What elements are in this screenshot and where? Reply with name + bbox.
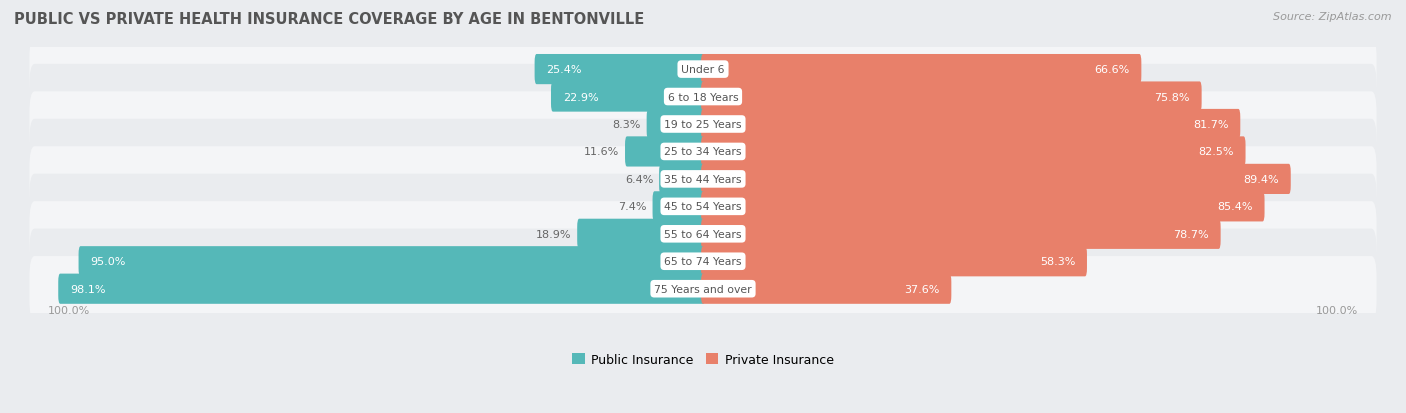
FancyBboxPatch shape (30, 37, 1376, 102)
FancyBboxPatch shape (534, 55, 704, 85)
Text: Source: ZipAtlas.com: Source: ZipAtlas.com (1274, 12, 1392, 22)
FancyBboxPatch shape (647, 109, 704, 140)
FancyBboxPatch shape (30, 147, 1376, 212)
Text: 6.4%: 6.4% (624, 174, 654, 185)
Text: 22.9%: 22.9% (562, 93, 599, 102)
Text: 11.6%: 11.6% (583, 147, 619, 157)
FancyBboxPatch shape (58, 274, 704, 304)
Text: 82.5%: 82.5% (1198, 147, 1233, 157)
Text: 25 to 34 Years: 25 to 34 Years (664, 147, 742, 157)
FancyBboxPatch shape (30, 229, 1376, 294)
Text: 7.4%: 7.4% (619, 202, 647, 212)
Text: 100.0%: 100.0% (48, 305, 90, 316)
FancyBboxPatch shape (702, 109, 1240, 140)
Text: 78.7%: 78.7% (1173, 229, 1209, 239)
FancyBboxPatch shape (702, 164, 1291, 195)
Text: 25.4%: 25.4% (547, 65, 582, 75)
FancyBboxPatch shape (79, 247, 704, 277)
Text: 98.1%: 98.1% (70, 284, 105, 294)
FancyBboxPatch shape (702, 219, 1220, 249)
FancyBboxPatch shape (626, 137, 704, 167)
Text: 18.9%: 18.9% (536, 229, 571, 239)
FancyBboxPatch shape (30, 256, 1376, 322)
Text: 100.0%: 100.0% (1316, 305, 1358, 316)
Text: Under 6: Under 6 (682, 65, 724, 75)
Text: 6 to 18 Years: 6 to 18 Years (668, 93, 738, 102)
Text: 58.3%: 58.3% (1040, 256, 1076, 267)
FancyBboxPatch shape (30, 174, 1376, 240)
FancyBboxPatch shape (702, 55, 1142, 85)
FancyBboxPatch shape (702, 247, 1087, 277)
Text: 37.6%: 37.6% (904, 284, 939, 294)
Text: 85.4%: 85.4% (1218, 202, 1253, 212)
Text: 95.0%: 95.0% (90, 256, 125, 267)
FancyBboxPatch shape (702, 82, 1202, 112)
FancyBboxPatch shape (30, 92, 1376, 157)
Text: 66.6%: 66.6% (1094, 65, 1129, 75)
FancyBboxPatch shape (702, 274, 952, 304)
FancyBboxPatch shape (702, 192, 1264, 222)
FancyBboxPatch shape (578, 219, 704, 249)
FancyBboxPatch shape (30, 65, 1376, 130)
Text: 81.7%: 81.7% (1194, 120, 1229, 130)
FancyBboxPatch shape (30, 202, 1376, 267)
Text: 55 to 64 Years: 55 to 64 Years (664, 229, 742, 239)
FancyBboxPatch shape (30, 119, 1376, 185)
Text: 75 Years and over: 75 Years and over (654, 284, 752, 294)
FancyBboxPatch shape (702, 137, 1246, 167)
Text: 89.4%: 89.4% (1243, 174, 1279, 185)
Text: PUBLIC VS PRIVATE HEALTH INSURANCE COVERAGE BY AGE IN BENTONVILLE: PUBLIC VS PRIVATE HEALTH INSURANCE COVER… (14, 12, 644, 27)
Text: 45 to 54 Years: 45 to 54 Years (664, 202, 742, 212)
Text: 8.3%: 8.3% (613, 120, 641, 130)
FancyBboxPatch shape (659, 164, 704, 195)
Text: 19 to 25 Years: 19 to 25 Years (664, 120, 742, 130)
Text: 35 to 44 Years: 35 to 44 Years (664, 174, 742, 185)
Text: 75.8%: 75.8% (1154, 93, 1189, 102)
Text: 65 to 74 Years: 65 to 74 Years (664, 256, 742, 267)
Legend: Public Insurance, Private Insurance: Public Insurance, Private Insurance (572, 353, 834, 366)
FancyBboxPatch shape (652, 192, 704, 222)
FancyBboxPatch shape (551, 82, 704, 112)
